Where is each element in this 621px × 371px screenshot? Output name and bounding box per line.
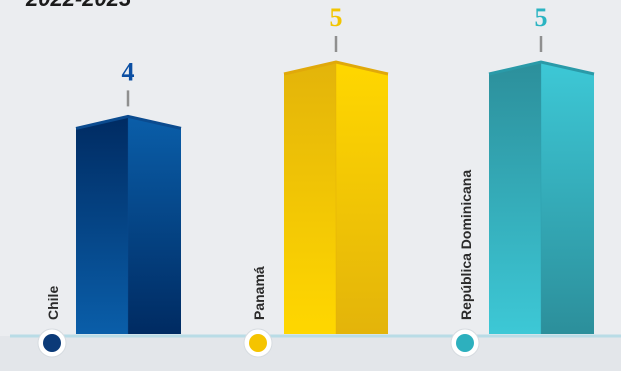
bar-right-face (541, 62, 594, 334)
bar-left-face (489, 62, 541, 334)
bar-right-face (336, 62, 388, 334)
baseline-band (0, 336, 621, 371)
bar-right-face (128, 116, 181, 335)
category-label: República Dominicana (458, 170, 474, 320)
dot-marker (456, 334, 474, 352)
bar-left-face (76, 116, 128, 335)
chart-title: 2022-2023 (26, 0, 131, 12)
category-label: Panamá (251, 266, 267, 320)
data-label: 5 (535, 3, 548, 32)
bar-left-face (284, 62, 336, 334)
dot-marker (249, 334, 267, 352)
bar-top-edge (75, 114, 182, 130)
data-label: 4 (122, 57, 135, 86)
dot-marker (43, 334, 61, 352)
data-label: 5 (330, 3, 343, 32)
bar-top-edge (283, 60, 389, 76)
category-label: Chile (45, 286, 61, 320)
bar-top-edge (488, 60, 595, 76)
